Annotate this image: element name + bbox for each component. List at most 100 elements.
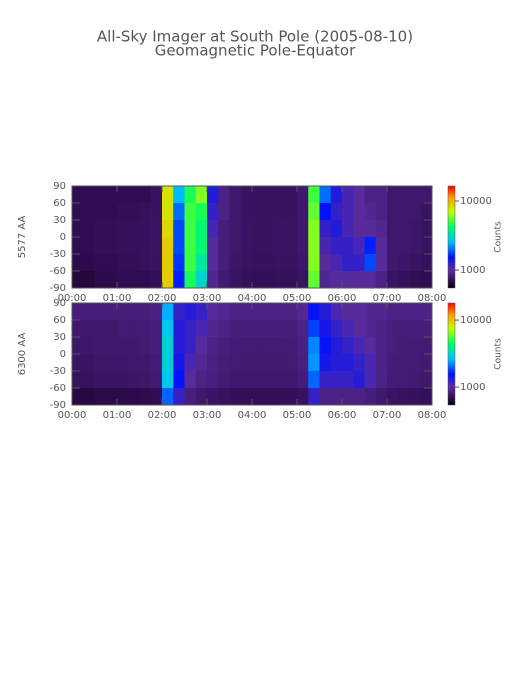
heatmap-cell <box>274 220 287 238</box>
heatmap-cell <box>195 237 208 255</box>
heatmap-cell <box>319 220 332 238</box>
x-tick-label: 08:00 <box>418 410 447 421</box>
heatmap-cell <box>308 337 320 355</box>
heatmap-cell <box>274 186 287 204</box>
heatmap-cell <box>184 354 197 372</box>
colorbar-tick-label: 10000 <box>460 196 492 207</box>
heatmap-cell <box>94 254 107 272</box>
heatmap-cell <box>83 303 95 321</box>
heatmap-cell <box>150 354 163 372</box>
heatmap-cell <box>117 220 129 238</box>
heatmap-cell <box>409 371 422 389</box>
heatmap-cell <box>319 320 332 338</box>
heatmap-cell <box>207 254 219 272</box>
heatmap-cell <box>173 254 185 272</box>
heatmap-cell <box>252 220 264 238</box>
heatmap-cell <box>72 220 84 238</box>
heatmap-cell <box>139 220 152 238</box>
heatmap-cell <box>162 203 174 221</box>
heatmap-cell <box>162 186 174 204</box>
heatmap-cell <box>342 371 354 389</box>
heatmap-cell <box>387 388 399 405</box>
heatmap-cell <box>139 303 152 321</box>
heatmap-cell <box>285 303 298 321</box>
heatmap-cell <box>240 388 253 405</box>
heatmap-cell <box>409 220 422 238</box>
heatmap-cell <box>375 337 388 355</box>
heatmap-cell <box>319 186 332 204</box>
heatmap-cell <box>117 271 129 288</box>
heatmap-cell <box>342 220 354 238</box>
heatmap-cell <box>353 254 365 272</box>
heatmap-cell <box>285 220 298 238</box>
heatmap-cell <box>330 303 343 321</box>
heatmap-cell <box>263 303 275 321</box>
heatmap-cell <box>420 203 432 221</box>
y-tick-label: 0 <box>60 349 66 360</box>
heatmap-cell <box>387 237 399 255</box>
heatmap <box>72 186 432 288</box>
heatmap-cell <box>398 337 410 355</box>
heatmap-cell <box>240 303 253 321</box>
heatmap-cell <box>409 237 422 255</box>
heatmap-cell <box>150 203 163 221</box>
heatmap-cell <box>252 388 264 405</box>
heatmap-cell <box>207 337 219 355</box>
heatmap-cell <box>72 388 84 405</box>
heatmap-cell <box>409 354 422 372</box>
heatmap-cell <box>252 254 264 272</box>
heatmap-cell <box>285 354 298 372</box>
heatmap-cell <box>83 388 95 405</box>
heatmap-cell <box>94 337 107 355</box>
heatmap-cell <box>342 337 354 355</box>
heatmap-cell <box>218 254 230 272</box>
heatmap-cell <box>162 254 174 272</box>
heatmap-cell <box>387 303 399 321</box>
heatmap-cell <box>117 203 129 221</box>
heatmap-cell <box>342 203 354 221</box>
colorbar-tick-label: 10000 <box>460 315 492 326</box>
heatmap-cell <box>83 337 95 355</box>
heatmap-cell <box>218 388 230 405</box>
heatmap-cell <box>297 220 309 238</box>
heatmap-cell <box>364 303 377 321</box>
heatmap-cell <box>398 254 410 272</box>
heatmap-cell <box>285 186 298 204</box>
heatmap-cell <box>184 254 197 272</box>
heatmap-cell <box>128 203 140 221</box>
heatmap-cell <box>229 337 242 355</box>
heatmap-cell <box>128 254 140 272</box>
heatmap-cell <box>319 271 332 288</box>
heatmap-cell <box>263 186 275 204</box>
x-tick-label: 06:00 <box>328 293 357 304</box>
heatmap-cell <box>94 303 107 321</box>
heatmap-cell <box>128 354 140 372</box>
heatmap-cell <box>297 354 309 372</box>
heatmap-cell <box>308 271 320 288</box>
heatmap-cell <box>218 320 230 338</box>
heatmap-cell <box>240 371 253 389</box>
heatmap-cell <box>375 271 388 288</box>
heatmap-cell <box>105 254 118 272</box>
heatmap-cell <box>94 320 107 338</box>
heatmap-cell <box>184 220 197 238</box>
heatmap-cell <box>195 271 208 288</box>
heatmap-cell <box>72 237 84 255</box>
heatmap-cell <box>83 186 95 204</box>
heatmap-cell <box>375 303 388 321</box>
heatmap-cell <box>420 371 432 389</box>
heatmap-cell <box>150 186 163 204</box>
heatmap-cell <box>364 271 377 288</box>
heatmap-cell <box>375 220 388 238</box>
heatmap-cell <box>364 186 377 204</box>
heatmap-cell <box>83 371 95 389</box>
heatmap-cell <box>94 237 107 255</box>
heatmap-cell <box>173 303 185 321</box>
heatmap-cell <box>319 203 332 221</box>
heatmap-cell <box>252 337 264 355</box>
y-tick-label: 30 <box>53 215 66 226</box>
x-tick-label: 05:00 <box>283 410 312 421</box>
heatmap-cell <box>218 203 230 221</box>
heatmap-cell <box>420 388 432 405</box>
heatmap-cell <box>229 237 242 255</box>
